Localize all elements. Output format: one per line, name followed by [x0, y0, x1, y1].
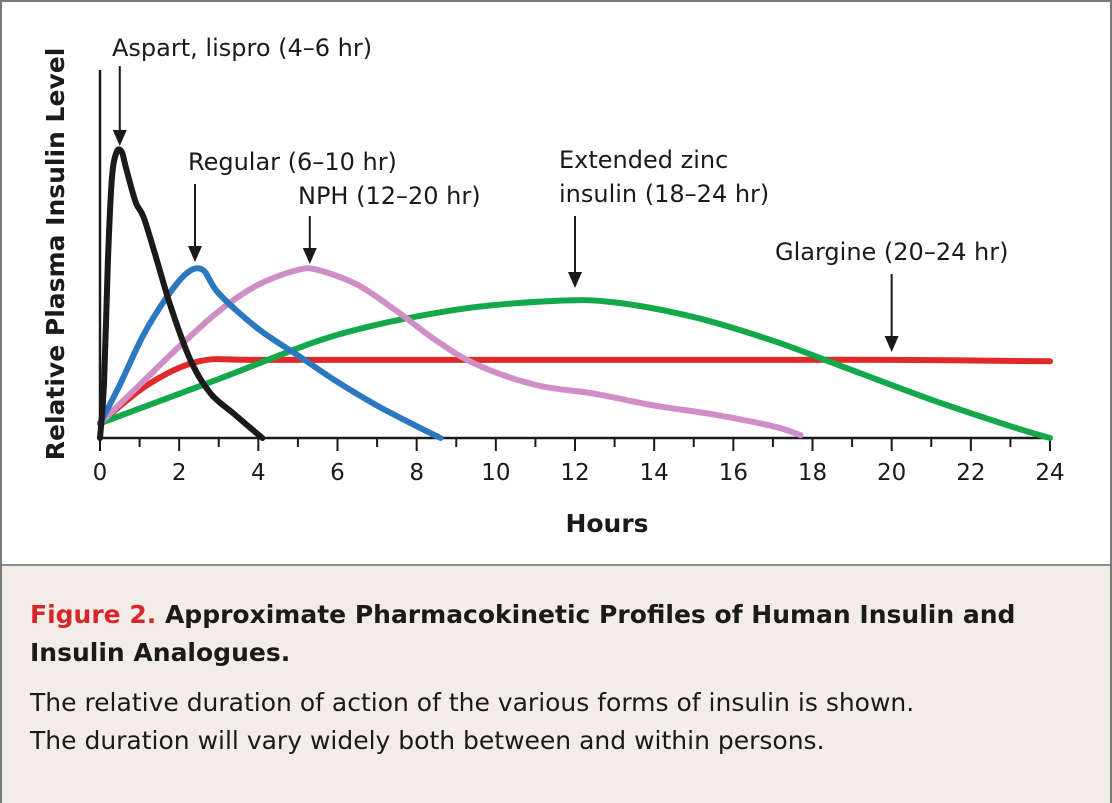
x-tick-label: 10 — [481, 460, 510, 486]
figure-description-line-2: The duration will vary widely both betwe… — [30, 726, 825, 755]
x-tick-label: 8 — [409, 460, 424, 486]
figure-description-line-1: The relative duration of action of the v… — [30, 688, 915, 717]
annotation-arrow-head — [112, 130, 127, 146]
chart-svg: 0 2 4 6 8 10 12 14 16 18 20 22 24 Aspart, lispro (4–… — [41, 34, 1065, 538]
annotation-label-2: NPH (12–20 hr) — [298, 182, 481, 210]
annotation-label-0: Aspart, lispro (4–6 hr) — [112, 34, 372, 62]
figure-label: Figure 2. — [30, 600, 157, 629]
x-tick-label: 0 — [93, 460, 108, 486]
annotation-arrow-head — [188, 246, 202, 262]
x-tick-label: 12 — [560, 460, 589, 486]
figure-caption-title: Figure 2. Approximate Pharmacokinetic Pr… — [30, 596, 1030, 672]
x-tick-label: 6 — [330, 460, 345, 486]
figure-description: The relative duration of action of the v… — [30, 684, 1090, 760]
x-tick-label: 22 — [956, 460, 985, 486]
annotation-arrow-head — [884, 336, 899, 352]
series-layer — [97, 146, 1053, 441]
plot-area: 0 2 4 6 8 10 12 14 16 18 20 22 24 Aspart, lispro (4–… — [2, 2, 1110, 562]
annotation-label-3: Extended zinc — [559, 146, 728, 174]
x-tick-label: 2 — [172, 460, 187, 486]
series-line-1 — [97, 265, 444, 441]
annotation-layer: Aspart, lispro (4–6 hr) Regular (6–10 hr)… — [112, 34, 1008, 352]
annotation-label-5: Glargine (20–24 hr) — [775, 238, 1008, 266]
annotation-label-1: Regular (6–10 hr) — [188, 148, 397, 176]
x-tick-label: 14 — [640, 460, 669, 486]
x-tick-label: 16 — [719, 460, 748, 486]
caption-box: Figure 2. Approximate Pharmacokinetic Pr… — [2, 564, 1110, 803]
figure-title: Approximate Pharmacokinetic Profiles of … — [30, 600, 1016, 667]
x-tick-label: 24 — [1035, 460, 1064, 486]
x-axis-label: Hours — [565, 509, 648, 538]
series-line-4 — [97, 356, 1053, 427]
annotation-label-4: insulin (18–24 hr) — [559, 180, 769, 208]
x-tick-label: 4 — [251, 460, 266, 486]
annotation-arrow-head — [302, 248, 317, 264]
y-axis-label: Relative Plasma Insulin Level — [41, 48, 70, 461]
series-line-2 — [97, 265, 804, 439]
x-tick-label: 18 — [798, 460, 827, 486]
x-tick-label: 20 — [877, 460, 906, 486]
series-line-0 — [97, 146, 266, 441]
axes: 0 2 4 6 8 10 12 14 16 18 20 22 24 — [93, 70, 1065, 486]
annotation-arrow-head — [568, 272, 582, 288]
